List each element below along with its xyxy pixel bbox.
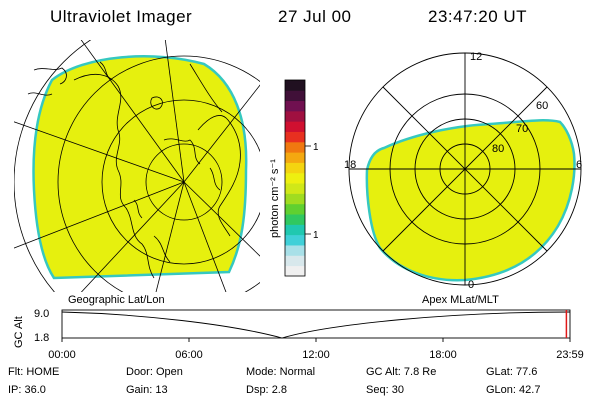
- status-mode: Mode: Normal: [246, 366, 315, 378]
- door-value: Open: [155, 366, 183, 378]
- colorbar-cell: [285, 110, 305, 122]
- status-flight: Flt: HOME: [8, 366, 59, 378]
- dsp-value: 2.8: [271, 384, 287, 396]
- mlat-label-80: 80: [492, 143, 504, 155]
- intensity-colorbar: 100 10 photon cm⁻² s⁻¹: [269, 79, 318, 277]
- status-gain: Gain: 13: [126, 384, 168, 396]
- glat-label: GLat:: [486, 366, 513, 378]
- timeline-frame: [61, 309, 571, 339]
- mlat-label-60: 60: [536, 100, 548, 112]
- coastline-outline: [27, 61, 241, 279]
- mode-value: Normal: [279, 366, 316, 378]
- gain-value: 13: [155, 384, 168, 396]
- instrument-title: Ultraviolet Imager: [50, 7, 193, 26]
- gain-label: Gain:: [126, 384, 153, 396]
- colorbar-tick-10: 10: [313, 230, 318, 241]
- colorbar-cell: [285, 172, 305, 184]
- timeline-xtick-0000: 00:00: [48, 349, 76, 361]
- mlt-label-18: 18: [344, 159, 356, 171]
- status-gc-alt: GC Alt: 7.8 Re: [366, 366, 436, 378]
- flt-value: HOME: [26, 366, 60, 378]
- mlt-label-6: 6: [576, 159, 582, 171]
- gcalt-label: GC Alt:: [366, 366, 401, 378]
- mlat-label-70: 70: [516, 123, 528, 135]
- geographic-map: [14, 40, 260, 292]
- header-time: 23:47:20 UT: [428, 7, 528, 26]
- colorbar-cell: [285, 141, 305, 153]
- status-ip: IP: 36.0: [8, 384, 46, 396]
- colorbar-cell: [285, 203, 305, 215]
- colorbar-cell: [285, 90, 305, 102]
- ip-value: 36.0: [24, 384, 46, 396]
- colorbar-cell: [285, 234, 305, 246]
- mlt-label-12: 12: [470, 51, 482, 63]
- colorbar-cell: [285, 183, 305, 194]
- seq-label: Seq:: [366, 384, 389, 396]
- glat-value: 77.6: [515, 366, 538, 378]
- timeline-ytick-max: 9.0: [34, 308, 49, 320]
- status-glon: GLon: 42.7: [486, 384, 540, 396]
- seq-value: 30: [391, 384, 404, 396]
- timeline-xtick-2359: 23:59: [556, 349, 584, 361]
- apex-panel-label: Apex MLat/MLT: [422, 294, 499, 306]
- gcalt-value: 7.8 Re: [403, 366, 437, 378]
- dsp-label: Dsp:: [246, 384, 269, 396]
- status-door: Door: Open: [126, 366, 183, 378]
- status-seq: Seq: 30: [366, 384, 404, 396]
- colorbar-cell: [285, 152, 305, 163]
- colorbar-cell: [285, 245, 305, 256]
- door-label: Door:: [126, 366, 153, 378]
- colorbar-cell: [285, 131, 305, 143]
- colorbar-cell: [285, 265, 305, 277]
- colorbar-cell: [285, 121, 305, 132]
- colorbar-cell: [285, 255, 305, 267]
- glon-value: 42.7: [519, 384, 541, 396]
- altitude-curve: [61, 311, 571, 339]
- geographic-panel-label: Geographic Lat/Lon: [68, 294, 165, 306]
- apex-polar-plot: 12 18 6 0 60 70 80: [344, 51, 582, 291]
- colorbar-unit: photon cm⁻² s⁻¹: [269, 159, 281, 238]
- colorbar-gradient: [285, 80, 305, 277]
- mlt-label-0: 0: [468, 279, 474, 291]
- timeline-ytick-min: 1.8: [34, 332, 49, 344]
- status-glat: GLat: 77.6: [486, 366, 537, 378]
- timeline-y-label: GC Alt: [13, 316, 25, 348]
- timeline-xtick-0600: 06:00: [175, 349, 203, 361]
- mode-label: Mode:: [246, 366, 277, 378]
- colorbar-cell: [285, 80, 305, 91]
- colorbar-cell: [285, 162, 305, 174]
- glon-label: GLon:: [486, 384, 516, 396]
- uv-image-geographic: [32, 55, 248, 280]
- colorbar-cell: [285, 214, 305, 225]
- colorbar-tick-100: 100: [313, 142, 318, 153]
- flt-label: Flt:: [8, 366, 24, 378]
- orbit-altitude-timeline: GC Alt 9.0 1.8 00:00 06:00 12:00 18:00 2…: [13, 308, 584, 361]
- header-date: 27 Jul 00: [278, 7, 352, 26]
- status-dsp: Dsp: 2.8: [246, 384, 287, 396]
- colorbar-cell: [285, 100, 305, 112]
- timeline-xtick-1800: 18:00: [429, 349, 457, 361]
- colorbar-cell: [285, 193, 305, 205]
- timeline-xtick-1200: 12:00: [302, 349, 330, 361]
- ip-label: IP:: [8, 384, 22, 396]
- colorbar-cell: [285, 224, 305, 236]
